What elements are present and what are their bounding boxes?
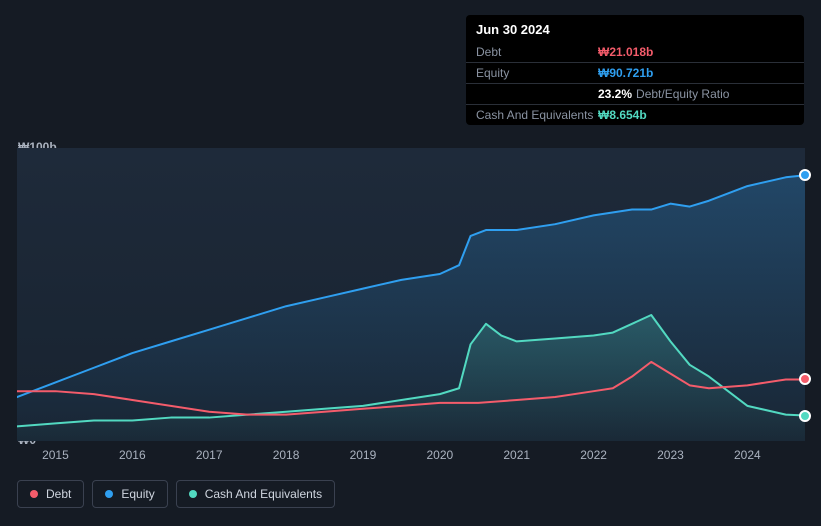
- tooltip-label: [476, 87, 598, 101]
- chart-container: { "tooltip": { "date": "Jun 30 2024", "r…: [0, 0, 821, 526]
- tooltip-row: Equity₩90.721b: [466, 63, 804, 84]
- hover-tooltip: Jun 30 2024 Debt₩21.018bEquity₩90.721b23…: [466, 15, 804, 125]
- end-marker-equity: [799, 169, 811, 181]
- legend-item-cash[interactable]: Cash And Equivalents: [176, 480, 335, 508]
- tooltip-date: Jun 30 2024: [466, 15, 804, 42]
- tooltip-sublabel: Debt/Equity Ratio: [636, 87, 729, 101]
- legend-dot-icon: [30, 490, 38, 498]
- tooltip-value: ₩90.721b: [598, 66, 653, 80]
- tooltip-value: ₩8.654b: [598, 108, 647, 122]
- x-axis-label: 2020: [426, 448, 453, 462]
- tooltip-label: Debt: [476, 45, 598, 59]
- chart-plot-area[interactable]: [17, 148, 805, 441]
- x-axis-label: 2017: [196, 448, 223, 462]
- x-axis: 2015 2016 2017 2018 2019 2020 2021 2022 2023 2024: [17, 448, 805, 468]
- x-axis-label: 2019: [350, 448, 377, 462]
- x-axis-label: 2022: [580, 448, 607, 462]
- tooltip-value: ₩21.018b: [598, 45, 653, 59]
- x-axis-label: 2015: [42, 448, 69, 462]
- tooltip-label: Cash And Equivalents: [476, 108, 598, 122]
- tooltip-row: Cash And Equivalents₩8.654b: [466, 105, 804, 125]
- x-axis-label: 2018: [273, 448, 300, 462]
- area-chart-svg: [17, 148, 805, 441]
- tooltip-value: 23.2%Debt/Equity Ratio: [598, 87, 729, 101]
- legend-item-equity[interactable]: Equity: [92, 480, 167, 508]
- legend-label: Cash And Equivalents: [205, 487, 322, 501]
- legend-dot-icon: [105, 490, 113, 498]
- legend: Debt Equity Cash And Equivalents: [17, 480, 335, 508]
- x-axis-label: 2024: [734, 448, 761, 462]
- legend-label: Equity: [121, 487, 154, 501]
- tooltip-row: Debt₩21.018b: [466, 42, 804, 63]
- tooltip-label: Equity: [476, 66, 598, 80]
- x-axis-label: 2021: [503, 448, 530, 462]
- x-axis-label: 2016: [119, 448, 146, 462]
- end-marker-cash: [799, 410, 811, 422]
- legend-item-debt[interactable]: Debt: [17, 480, 84, 508]
- x-axis-label: 2023: [657, 448, 684, 462]
- end-marker-debt: [799, 373, 811, 385]
- tooltip-row: 23.2%Debt/Equity Ratio: [466, 84, 804, 105]
- legend-dot-icon: [189, 490, 197, 498]
- legend-label: Debt: [46, 487, 71, 501]
